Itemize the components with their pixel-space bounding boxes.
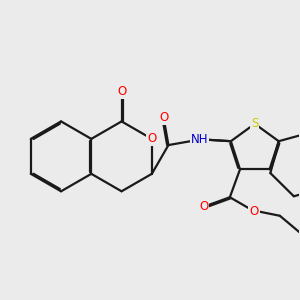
Text: O: O [159,111,168,124]
Text: O: O [117,85,126,98]
Text: O: O [199,200,208,213]
Text: O: O [249,205,259,218]
Text: NH: NH [191,133,208,146]
Text: S: S [251,117,259,130]
Text: O: O [147,132,157,146]
